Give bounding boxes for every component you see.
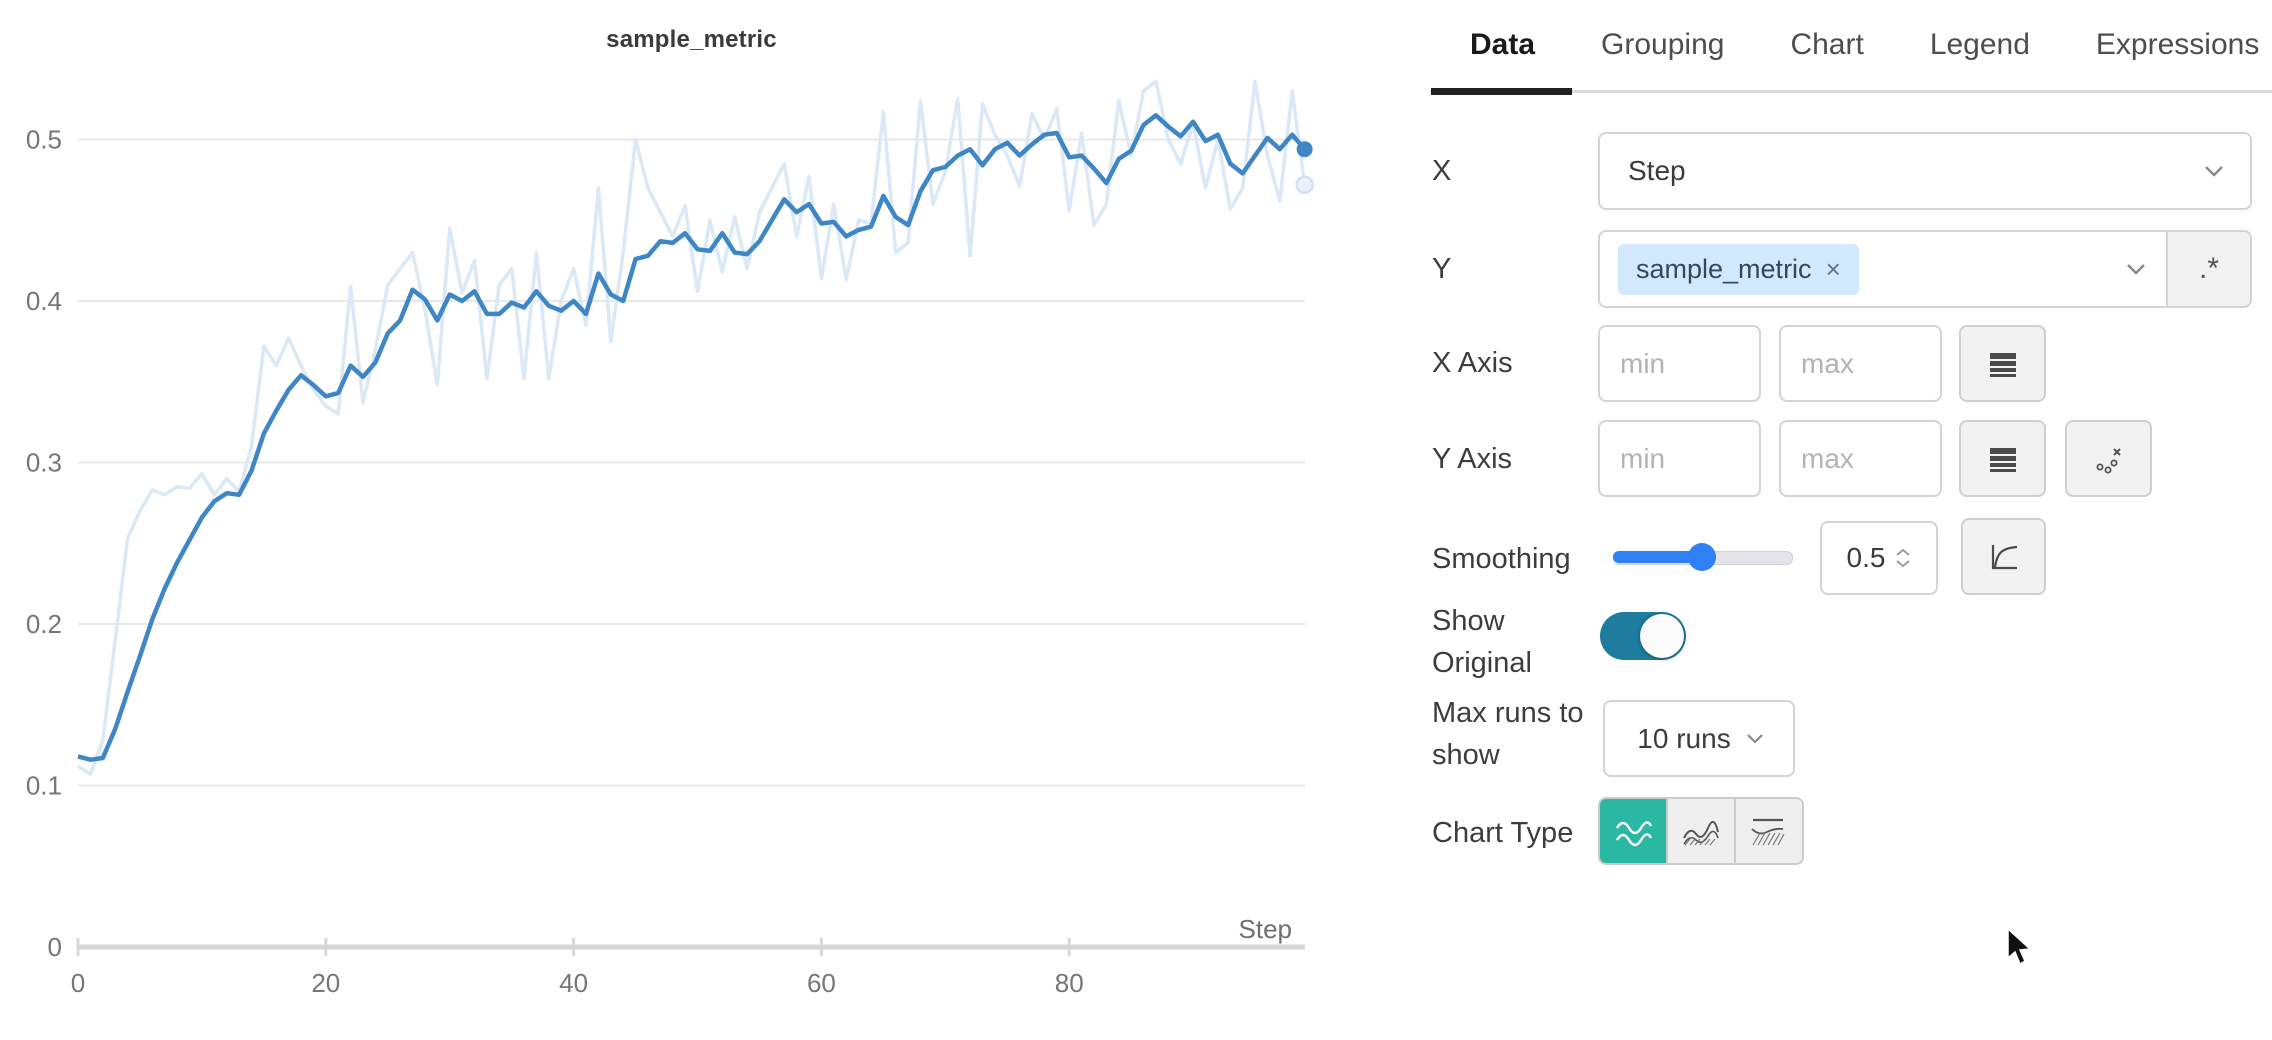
y-tick-label: 0.5 xyxy=(26,125,62,155)
smoothing-value-input[interactable]: 0.5 xyxy=(1820,521,1938,595)
chart-settings-panel: Data Grouping Chart Legend Expressions X Ste… xyxy=(1430,0,2272,1040)
x-axis-max-input[interactable] xyxy=(1779,325,1942,402)
chart-type-percentile-button[interactable] xyxy=(1736,799,1802,863)
x-tick-label: 20 xyxy=(311,968,340,998)
smoothing-value: 0.5 xyxy=(1846,542,1886,573)
smoothing-label: Smoothing xyxy=(1432,543,1571,575)
tabbar-divider xyxy=(1430,90,2272,93)
x-axis-label: X Axis xyxy=(1432,347,1513,379)
smoothing-algorithm-button[interactable] xyxy=(1961,518,2046,595)
percentile-area-icon xyxy=(1751,818,1785,846)
x-select[interactable]: Step xyxy=(1598,132,2252,210)
y-tick-label: 0.3 xyxy=(26,448,62,478)
x-tick-label: 80 xyxy=(1055,968,1084,998)
smoothed-endpoint-dot xyxy=(1296,141,1313,158)
log-scale-icon xyxy=(1989,352,2016,377)
chart-title: sample_metric xyxy=(606,26,777,53)
tab-chart[interactable]: Chart xyxy=(1790,28,1864,61)
tab-grouping[interactable]: Grouping xyxy=(1601,28,1725,61)
stepper-arrows-icon[interactable] xyxy=(1895,548,1911,568)
toggle-knob xyxy=(1640,614,1684,658)
grouped-area-icon xyxy=(1683,821,1719,846)
chart-type-grouped-button[interactable] xyxy=(1668,799,1736,863)
x-label: X xyxy=(1432,155,1452,187)
x-axis-min-input[interactable] xyxy=(1598,325,1761,402)
x-axis-log-scale-button[interactable] xyxy=(1959,325,2046,402)
show-original-label: Show Original xyxy=(1432,605,1532,679)
x-tick-label: 0 xyxy=(71,968,85,998)
smoothing-slider-handle[interactable] xyxy=(1688,543,1716,571)
y-axis-label: Y Axis xyxy=(1432,443,1513,475)
y-axis-min-input[interactable] xyxy=(1598,420,1761,497)
y-tick-label: 0.1 xyxy=(26,771,62,801)
line-chart[interactable]: 0 0.1 0.2 0.3 0.4 0.5 0 20 40 60 80 Step xyxy=(0,0,1380,1040)
y-axis-log-scale-button[interactable] xyxy=(1959,420,2046,497)
outliers-scatter-icon xyxy=(2096,447,2121,473)
smoothing-curve-icon xyxy=(1991,544,2017,569)
chart-type-label: Chart Type xyxy=(1432,817,1574,849)
y-tick-label: 0.4 xyxy=(26,286,62,316)
original-endpoint-dot xyxy=(1295,175,1314,194)
original-line[interactable] xyxy=(77,79,1307,776)
chevron-down-icon xyxy=(2202,163,2226,179)
mouse-cursor xyxy=(2007,928,2032,966)
remove-metric-icon[interactable]: × xyxy=(1825,253,1841,284)
smoothing-slider-fill xyxy=(1613,551,1702,563)
chart-type-line-button[interactable] xyxy=(1600,799,1668,863)
max-runs-select[interactable]: 10 runs xyxy=(1603,700,1795,777)
tab-data[interactable]: Data xyxy=(1470,28,1536,61)
settings-tabs: Data Grouping Chart Legend Expressions xyxy=(1430,0,2272,90)
max-runs-label: Max runs to show xyxy=(1432,697,1584,771)
x-select-value: Step xyxy=(1628,155,1686,186)
log-scale-icon xyxy=(1989,447,2016,472)
chevron-down-icon xyxy=(2124,261,2148,277)
show-original-toggle[interactable] xyxy=(1600,612,1686,660)
x-axis-title: Step xyxy=(1239,914,1293,944)
y-axis-max-input[interactable] xyxy=(1779,420,1942,497)
metric-tag-label: sample_metric xyxy=(1636,253,1812,284)
y-metric-multiselect[interactable]: sample_metric × xyxy=(1598,230,2168,308)
x-tick-label: 60 xyxy=(807,968,836,998)
y-label: Y xyxy=(1432,253,1452,285)
chart-panel: sample_metric 0 0.1 0.2 0.3 0.4 0.5 0 20 40 60 80 S… xyxy=(0,0,1380,1040)
metric-tag: sample_metric × xyxy=(1618,243,1859,295)
line-plot-icon xyxy=(1615,821,1653,847)
tab-legend[interactable]: Legend xyxy=(1929,28,2030,61)
chart-type-segmented-control xyxy=(1598,797,1804,865)
active-tab-indicator xyxy=(1431,88,1572,95)
y-tick-label: 0.2 xyxy=(26,609,62,639)
chevron-down-icon xyxy=(1745,732,1765,746)
ignore-outliers-button[interactable] xyxy=(2065,420,2152,497)
y-tick-label: 0 xyxy=(48,932,62,962)
regex-toggle-button[interactable]: .* xyxy=(2168,230,2252,308)
x-tick-label: 40 xyxy=(559,968,588,998)
smoothed-line[interactable] xyxy=(77,113,1307,762)
max-runs-value: 10 runs xyxy=(1637,722,1731,754)
tab-expressions[interactable]: Expressions xyxy=(2095,28,2260,61)
